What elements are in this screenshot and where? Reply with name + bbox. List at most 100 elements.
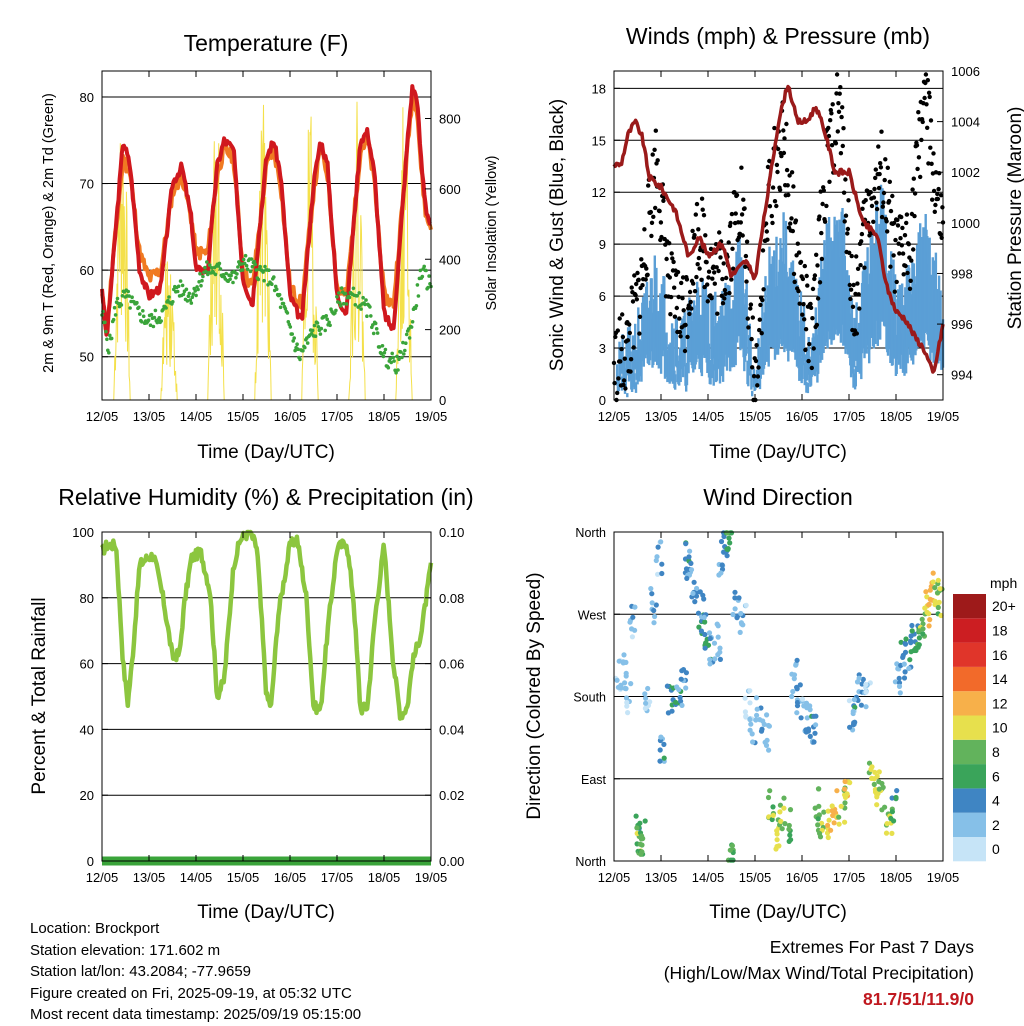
- dewpoint-point: [420, 274, 425, 279]
- dewpoint-point: [335, 295, 339, 299]
- direction-point: [811, 713, 817, 719]
- temperature-ylabel-right: Solar Insolation (Yellow): [484, 155, 500, 310]
- gust-point: [755, 374, 761, 379]
- direction-point: [621, 652, 627, 658]
- dewpoint-point: [407, 336, 412, 340]
- dewpoint-point: [141, 314, 146, 319]
- gust-point: [642, 227, 647, 232]
- direction-point: [834, 788, 840, 794]
- gust-point: [653, 205, 658, 211]
- direction-point: [707, 656, 713, 663]
- gust-point: [628, 369, 633, 374]
- dewpoint-point: [105, 337, 109, 342]
- gust-point: [899, 243, 904, 248]
- direction-point: [825, 808, 831, 814]
- gust-point: [938, 193, 944, 198]
- direction-point: [690, 590, 696, 597]
- x-tick-label: 15/05: [739, 409, 772, 424]
- gust-point: [793, 218, 799, 223]
- direction-point: [642, 691, 648, 697]
- direction-point: [897, 690, 903, 696]
- gust-point: [621, 382, 626, 388]
- dewpoint-point: [253, 262, 258, 267]
- dewpoint-point: [176, 284, 181, 289]
- gust-point: [860, 206, 865, 211]
- gust-point: [672, 285, 677, 290]
- temp-2m-line: [100, 84, 432, 337]
- gust-point: [637, 331, 642, 336]
- dewpoint-point: [126, 289, 130, 294]
- gust-point: [727, 290, 732, 296]
- left-y-tick-label: 18: [592, 81, 606, 96]
- dewpoint-point: [382, 350, 387, 355]
- gust-point: [667, 241, 672, 246]
- gust-point: [748, 302, 754, 307]
- dewpoint-point: [175, 289, 180, 294]
- direction-point: [688, 560, 694, 567]
- dewpoint-point: [400, 355, 404, 360]
- right-y-tick-label: 1006: [951, 64, 980, 79]
- direction-point: [715, 634, 721, 640]
- direction-point: [726, 535, 732, 541]
- extremes-subtitle: (High/Low/Max Wind/Total Precipitation): [663, 963, 974, 983]
- colorbar-swatch: [953, 837, 986, 862]
- left-y-tick-label: North: [575, 526, 606, 540]
- direction-point: [916, 642, 922, 648]
- direction-point: [852, 704, 858, 711]
- winds-title: Winds (mph) & Pressure (mb): [626, 23, 930, 49]
- gust-point: [891, 253, 896, 258]
- direction-point: [926, 601, 932, 608]
- direction-point: [715, 652, 721, 658]
- gust-point: [785, 183, 790, 188]
- direction-point: [702, 645, 708, 651]
- gust-point: [679, 280, 684, 286]
- gust-point: [644, 266, 649, 271]
- dewpoint-point: [236, 265, 240, 269]
- x-tick-label: 16/05: [274, 870, 307, 885]
- dewpoint-point: [310, 328, 315, 333]
- direction-point: [630, 614, 636, 620]
- direction-point: [863, 689, 869, 695]
- gust-point: [846, 198, 851, 203]
- gust-point: [835, 129, 840, 134]
- direction-point: [872, 786, 879, 793]
- direction-point: [696, 624, 702, 630]
- gust-point: [905, 270, 910, 276]
- direction-point: [743, 602, 749, 608]
- direction-point: [769, 816, 775, 823]
- gust-point: [840, 143, 845, 149]
- left-y-tick-label: 80: [80, 591, 94, 606]
- gust-point: [890, 193, 895, 199]
- direction-point: [683, 541, 689, 547]
- gust-point: [629, 285, 634, 290]
- gust-point: [838, 85, 843, 90]
- direction-point: [724, 553, 730, 559]
- dewpoint-point: [337, 291, 341, 295]
- direction-point: [871, 781, 877, 788]
- gust-point: [838, 151, 844, 156]
- gust-point: [821, 185, 826, 190]
- dewpoint-point: [373, 321, 378, 326]
- gust-point: [919, 137, 924, 143]
- dewpoint-point: [240, 268, 245, 272]
- gust-point: [652, 147, 657, 152]
- gust-point: [803, 347, 808, 353]
- gust-point: [845, 226, 851, 232]
- direction-point: [846, 698, 853, 704]
- direction-point: [804, 715, 810, 721]
- direction-point: [812, 730, 818, 736]
- gust-point: [661, 198, 666, 203]
- dewpoint-point: [347, 295, 352, 300]
- direction-point: [736, 595, 742, 601]
- dewpoint-point: [290, 332, 295, 336]
- x-tick-label: 15/05: [227, 409, 260, 424]
- right-y-tick-label: 1004: [951, 115, 980, 130]
- gust-point: [622, 356, 627, 361]
- dewpoint-point: [296, 347, 300, 352]
- direction-point: [902, 669, 908, 675]
- direction-point: [900, 654, 906, 661]
- direction-point: [632, 604, 638, 610]
- humidity-title: Relative Humidity (%) & Precipitation (i…: [58, 484, 473, 510]
- direction-point: [860, 676, 866, 683]
- direction-point: [825, 822, 831, 829]
